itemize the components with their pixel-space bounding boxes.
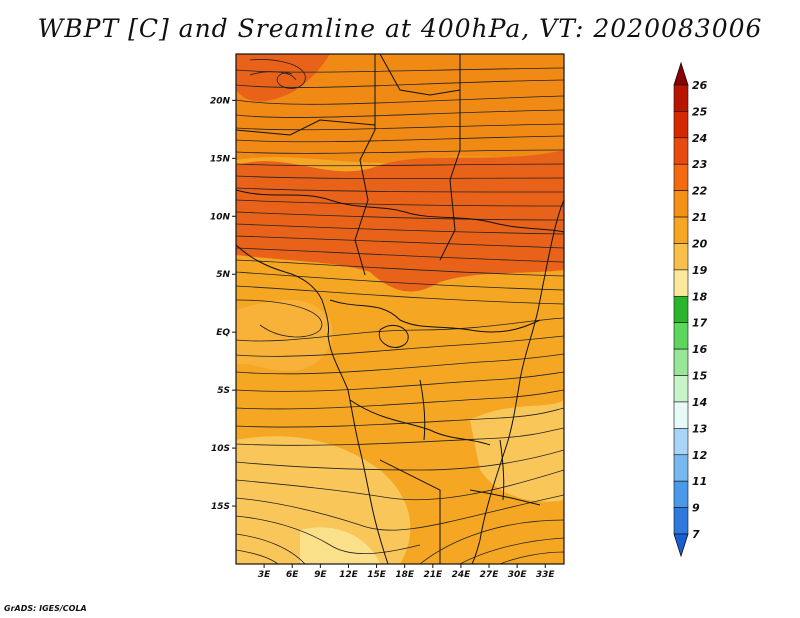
y-tick-label: 10N (210, 212, 231, 222)
x-tick-label: 12E (339, 570, 359, 580)
x-tick-label: 27E (480, 570, 500, 580)
colorbar-label: 16 (692, 343, 708, 356)
colorbar-segment (673, 375, 689, 403)
coastline-east (471, 199, 564, 564)
wbpt-22-band (236, 54, 564, 163)
x-tick-label: 33E (536, 570, 556, 580)
border-8 (379, 54, 461, 96)
credit-label: GrADS: IGES/COLA (4, 604, 87, 613)
map-frame (235, 53, 565, 565)
border-7 (469, 489, 541, 506)
colorbar-segment (673, 507, 689, 535)
colorbar-segment (673, 322, 689, 350)
border-4 (329, 299, 541, 333)
colorbar-bottom-arrow (673, 533, 689, 558)
wbpt-19-patch (236, 436, 411, 564)
border-6 (379, 459, 441, 564)
map-title: WBPT [C] and Sreamline at 400hPa, VT: 20… (37, 14, 763, 43)
border-5 (349, 399, 491, 446)
lake-victoria (378, 324, 409, 348)
wbpt-19-patch-east (470, 400, 564, 502)
x-tick-label: 15E (367, 570, 387, 580)
axis-ticks: 3E 6E 9E 12E 15E 18E 21E 24E 27E 30E 33E 20N 15N 10N 5… (210, 96, 556, 580)
colorbar-label: 14 (692, 396, 707, 409)
colorbar-label: 23 (692, 158, 708, 171)
border-2 (439, 54, 461, 261)
colorbar-segment (673, 163, 689, 191)
y-tick-label: 20N (210, 96, 231, 106)
colorbar-segment (673, 243, 689, 271)
coastline-west (236, 244, 389, 564)
colorbar-segment (673, 401, 689, 429)
colorbar-segment (673, 84, 689, 112)
colorbar-label: 26 (692, 79, 708, 92)
colorbar-label: 21 (692, 211, 707, 224)
colorbar-top-arrow (673, 61, 689, 86)
colorbar-segment (673, 216, 689, 244)
y-tick-label: 10S (211, 444, 230, 454)
x-tick-label: 21E (423, 570, 443, 580)
border-3 (236, 189, 564, 233)
colorbar-label: 15 (692, 370, 708, 383)
y-tick-label: 15S (211, 502, 230, 512)
colorbar-segment (673, 428, 689, 456)
colorbar-label: 18 (692, 290, 708, 303)
wbpt-shading (236, 54, 564, 564)
colorbar-segment (673, 111, 689, 139)
colorbar-segment (673, 190, 689, 218)
x-tick-label: 24E (452, 570, 472, 580)
colorbar-label: 25 (692, 105, 708, 118)
border-9 (236, 119, 376, 136)
colorbar: 26 25 24 23 22 21 20 19 18 17 16 15 14 13 12 11 9 7 (673, 61, 708, 558)
wbpt-23-corner (236, 54, 330, 102)
x-tick-label: 30E (508, 570, 528, 580)
colorbar-label: 22 (692, 185, 708, 198)
colorbar-segment (673, 269, 689, 297)
lake-malawi (499, 439, 505, 501)
colorbar-segment (673, 454, 689, 482)
colorbar-label: 12 (692, 449, 708, 462)
y-tick-label: 5N (216, 270, 230, 280)
colorbar-segment (673, 348, 689, 376)
y-tick-label: EQ (216, 328, 230, 338)
x-tick-label: 6E (286, 570, 299, 580)
colorbar-label: 11 (692, 475, 707, 488)
y-tick-label: 5S (217, 386, 230, 396)
colorbar-segment (673, 480, 689, 508)
map-panel (235, 53, 565, 565)
colorbar-segment (673, 137, 689, 165)
colorbar-label: 20 (692, 237, 708, 250)
wbpt-18-patch (300, 527, 380, 564)
y-tick-label: 15N (210, 154, 231, 164)
country-borders (236, 54, 564, 564)
colorbar-label: 9 (692, 502, 700, 515)
colorbar-label: 7 (692, 528, 700, 541)
colorbar-label: 19 (692, 264, 708, 277)
colorbar-segment (673, 295, 689, 324)
colorbar-label: 17 (692, 317, 708, 330)
x-tick-label: 3E (258, 570, 271, 580)
x-tick-label: 18E (395, 570, 415, 580)
wbpt-23-band (236, 150, 564, 292)
x-tick-label: 9E (314, 570, 327, 580)
colorbar-label: 13 (692, 422, 708, 435)
lake-tanganyika (419, 379, 426, 441)
colorbar-label: 24 (692, 132, 707, 145)
border-1 (354, 54, 376, 276)
